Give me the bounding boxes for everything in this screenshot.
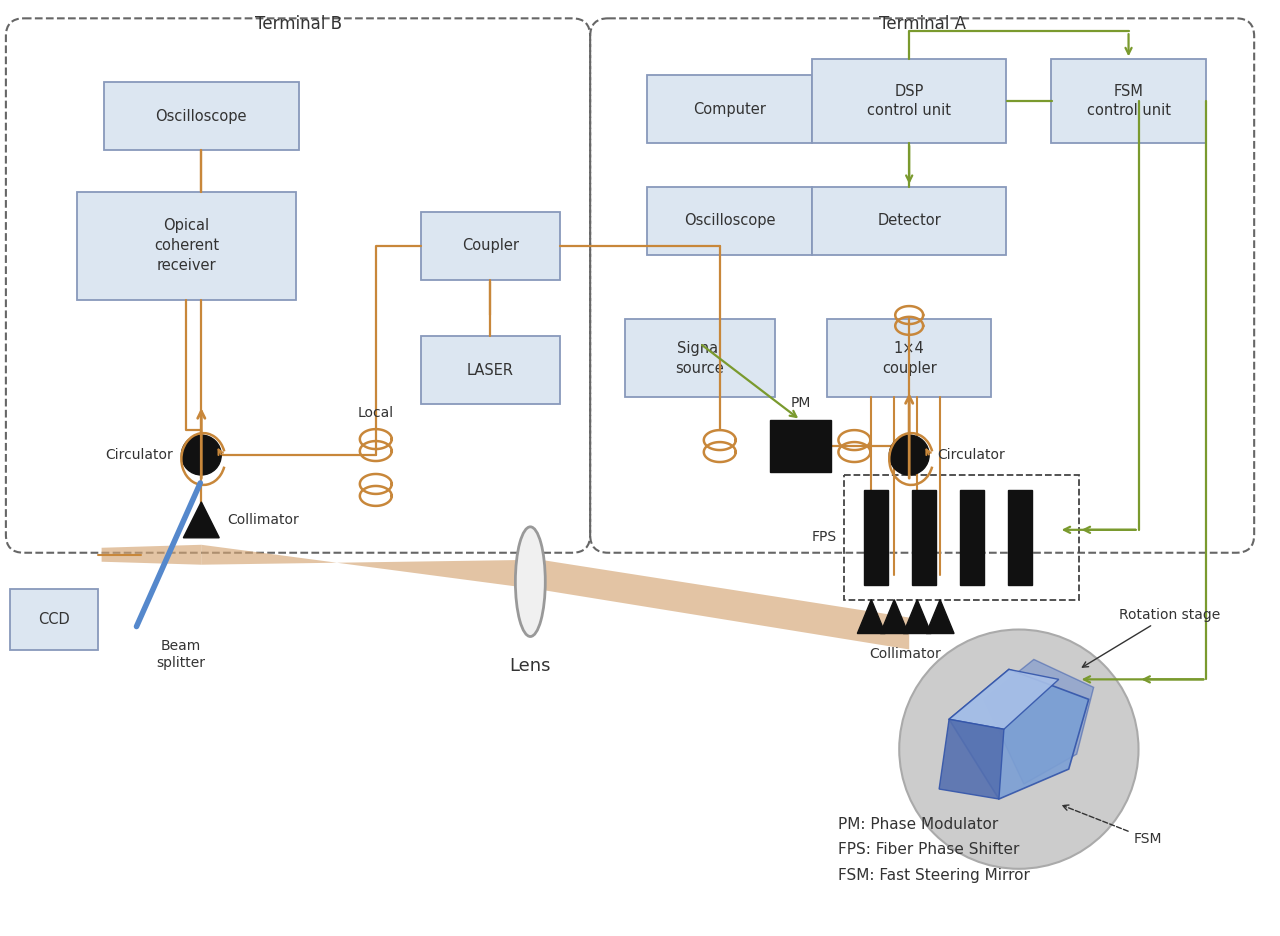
Text: Lens: Lens: [509, 657, 552, 676]
Text: Terminal A: Terminal A: [878, 15, 965, 34]
Text: Collimator: Collimator: [228, 513, 300, 527]
Text: Oscilloscope: Oscilloscope: [156, 109, 247, 124]
Text: Circulator: Circulator: [106, 448, 173, 462]
Text: 1×4
coupler: 1×4 coupler: [882, 341, 937, 375]
FancyBboxPatch shape: [10, 589, 97, 651]
FancyBboxPatch shape: [827, 319, 992, 397]
FancyBboxPatch shape: [1007, 490, 1032, 585]
Circle shape: [182, 435, 221, 475]
Polygon shape: [940, 719, 1004, 799]
Polygon shape: [948, 669, 1059, 729]
Polygon shape: [201, 545, 909, 650]
FancyBboxPatch shape: [104, 82, 298, 150]
Circle shape: [890, 435, 929, 475]
Polygon shape: [904, 600, 931, 634]
Text: FPS: FPS: [812, 531, 836, 545]
Polygon shape: [101, 545, 201, 564]
FancyBboxPatch shape: [960, 490, 984, 585]
Text: Beam
splitter: Beam splitter: [156, 639, 205, 669]
Text: Signal
source: Signal source: [676, 341, 724, 375]
Polygon shape: [984, 660, 1093, 784]
Text: Rotation stage: Rotation stage: [1083, 607, 1220, 667]
FancyBboxPatch shape: [1051, 59, 1206, 143]
Polygon shape: [881, 600, 909, 634]
Text: LASER: LASER: [467, 363, 515, 378]
Text: Collimator: Collimator: [869, 648, 941, 662]
Text: PM: Phase Modulator
FPS: Fiber Phase Shifter
FSM: Fast Steering Mirror: PM: Phase Modulator FPS: Fiber Phase Shi…: [838, 817, 1029, 884]
Text: Opical
coherent
receiver: Opical coherent receiver: [154, 218, 219, 273]
Text: Oscilloscope: Oscilloscope: [684, 213, 776, 228]
Text: Local: Local: [357, 406, 394, 420]
Text: Detector: Detector: [877, 213, 941, 228]
Text: Terminal B: Terminal B: [255, 15, 342, 34]
FancyBboxPatch shape: [421, 212, 561, 280]
Text: FSM
control unit: FSM control unit: [1087, 83, 1170, 119]
Ellipse shape: [516, 527, 545, 636]
FancyBboxPatch shape: [864, 490, 888, 585]
FancyBboxPatch shape: [812, 187, 1006, 255]
FancyBboxPatch shape: [913, 490, 936, 585]
Circle shape: [900, 630, 1138, 869]
FancyBboxPatch shape: [648, 187, 812, 255]
Text: Computer: Computer: [694, 102, 767, 117]
Polygon shape: [948, 669, 1089, 799]
FancyBboxPatch shape: [77, 192, 296, 300]
FancyBboxPatch shape: [812, 59, 1006, 143]
FancyBboxPatch shape: [421, 336, 561, 404]
Text: CCD: CCD: [38, 612, 69, 627]
Text: Coupler: Coupler: [462, 238, 518, 253]
Text: DSP
control unit: DSP control unit: [867, 83, 951, 119]
Polygon shape: [927, 600, 954, 634]
Polygon shape: [858, 600, 886, 634]
Text: PM: PM: [790, 396, 810, 410]
FancyBboxPatch shape: [625, 319, 774, 397]
FancyBboxPatch shape: [769, 420, 832, 472]
Text: Circulator: Circulator: [937, 448, 1005, 462]
Polygon shape: [183, 502, 219, 538]
FancyBboxPatch shape: [648, 75, 812, 143]
Text: FSM: FSM: [1062, 805, 1162, 846]
